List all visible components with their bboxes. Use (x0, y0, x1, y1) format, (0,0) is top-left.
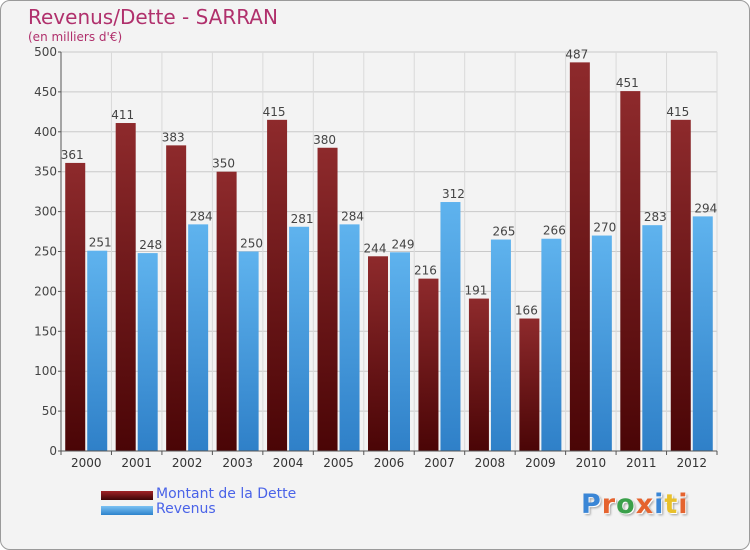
logo-letter: o (616, 489, 636, 520)
y-tick-label: 500 (34, 45, 57, 59)
bar-dette (65, 162, 86, 451)
value-label-revenus: 294 (694, 201, 717, 215)
value-label-dette: 350 (212, 157, 235, 171)
value-label-dette: 166 (515, 304, 538, 318)
bar-revenus (137, 253, 158, 451)
value-label-revenus: 284 (190, 209, 213, 223)
value-label-dette: 487 (565, 47, 588, 61)
bar-revenus (238, 251, 259, 451)
value-label-dette: 191 (464, 284, 487, 298)
y-tick-label: 400 (34, 125, 57, 139)
bar-revenus (541, 238, 562, 451)
value-label-revenus: 270 (593, 221, 616, 235)
value-label-revenus: 266 (543, 224, 566, 238)
bar-dette (216, 171, 237, 451)
logo-letter: x (635, 489, 655, 520)
value-label-revenus: 284 (341, 209, 364, 223)
logo-letter: r (601, 489, 617, 520)
value-label-dette: 415 (666, 105, 689, 119)
logo-letter: t (664, 489, 679, 520)
proxiti-logo: Proxiti (581, 489, 689, 520)
value-label-revenus: 283 (644, 210, 667, 224)
y-tick-label: 200 (34, 284, 57, 298)
x-tick-label: 2012 (676, 456, 707, 470)
value-label-revenus: 250 (240, 237, 263, 251)
bar-revenus (591, 235, 612, 451)
bar-revenus (642, 225, 663, 451)
logo-letter: P (581, 489, 602, 520)
value-label-dette: 244 (364, 241, 387, 255)
bar-dette (620, 91, 641, 452)
legend-swatch-revenus (101, 506, 153, 515)
bar-revenus (692, 216, 713, 451)
bar-dette (368, 256, 388, 451)
x-tick-label: 2008 (475, 456, 506, 470)
legend-label-revenus: Revenus (156, 501, 216, 517)
bar-dette (166, 145, 187, 451)
x-tick-label: 2004 (273, 456, 304, 470)
bar-revenus (339, 224, 360, 451)
x-tick-label: 2005 (323, 456, 354, 470)
value-label-dette: 451 (616, 76, 639, 90)
data-labels: 361 251 411 248 383 284 350 250 415 281 380 284 244 2… (61, 47, 717, 317)
logo-letter: i (678, 489, 689, 520)
value-label-revenus: 251 (89, 236, 112, 250)
bar-dette (569, 62, 590, 452)
value-label-dette: 361 (61, 148, 84, 162)
value-label-revenus: 312 (442, 187, 465, 201)
x-tick-label: 2002 (172, 456, 203, 470)
bar-dette (468, 298, 489, 451)
value-label-revenus: 281 (291, 212, 314, 226)
value-label-dette: 383 (162, 130, 185, 144)
bar-revenus (390, 252, 410, 451)
bar-revenus (289, 226, 310, 451)
bars (65, 62, 713, 452)
bar-dette (267, 119, 288, 451)
legend-swatch-dette (101, 491, 153, 500)
bar-revenus (188, 224, 209, 451)
bar-dette (418, 278, 439, 451)
y-tick-label: 50 (42, 404, 57, 418)
bar-revenus (440, 202, 461, 451)
y-tick-label: 450 (34, 85, 57, 99)
chart-title: Revenus/Dette - SARRAN (28, 5, 278, 29)
y-tick-label: 0 (49, 444, 57, 458)
y-tick-label: 150 (34, 324, 57, 338)
value-label-revenus: 249 (392, 237, 415, 251)
y-tick-label: 350 (34, 165, 57, 179)
value-label-revenus: 265 (492, 225, 515, 239)
x-tick-label: 2003 (222, 456, 253, 470)
axes: 0 50 100 150 200 250 300 350 400 450 500 2000 2001 20… (34, 45, 718, 470)
bar-dette (317, 147, 338, 451)
bar-revenus (490, 239, 511, 451)
x-tick-label: 2006 (374, 456, 405, 470)
x-tick-label: 2007 (424, 456, 455, 470)
x-tick-label: 2001 (121, 456, 152, 470)
y-tick-label: 100 (34, 364, 57, 378)
y-tick-label: 300 (34, 205, 57, 219)
bar-dette (670, 119, 691, 451)
x-tick-label: 2009 (525, 456, 556, 470)
bar-dette (519, 318, 540, 451)
logo-letter: i (654, 489, 665, 520)
chart-subtitle: (en milliers d'€) (28, 30, 123, 44)
value-label-revenus: 248 (139, 238, 162, 252)
value-label-dette: 216 (414, 264, 437, 278)
x-tick-label: 2000 (71, 456, 102, 470)
y-tick-label: 250 (34, 245, 57, 259)
value-label-dette: 411 (111, 108, 134, 122)
x-tick-label: 2011 (626, 456, 657, 470)
value-label-dette: 380 (313, 133, 336, 147)
bar-revenus (87, 250, 108, 451)
x-tick-label: 2010 (576, 456, 607, 470)
value-label-dette: 415 (263, 105, 286, 119)
legend-label-dette: Montant de la Dette (156, 486, 297, 502)
bar-dette (115, 123, 136, 451)
